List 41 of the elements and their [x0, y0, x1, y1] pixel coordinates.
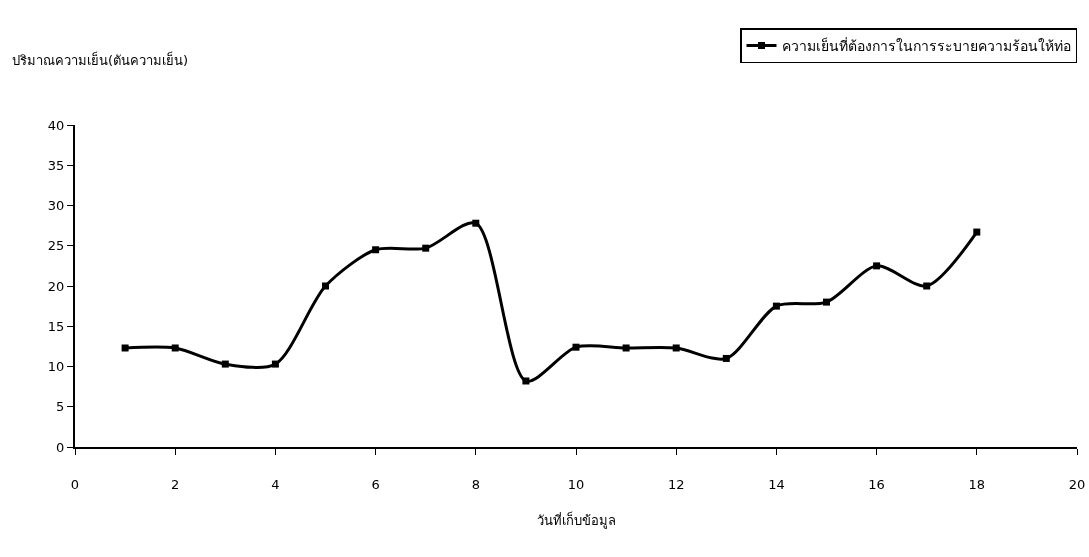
x-tick-label: 10: [567, 476, 585, 492]
point: [372, 246, 380, 254]
point: [271, 360, 279, 368]
y-tick-label: 20: [47, 278, 65, 294]
point: [221, 360, 229, 368]
x-tick-label: 0: [70, 476, 80, 492]
y-tick-label: 0: [56, 439, 65, 455]
point: [772, 302, 780, 310]
y-tick-label: 40: [47, 117, 65, 133]
x-tick-label: 18: [968, 476, 986, 492]
legend-label: ความเย็นที่ต้องการในการระบายความร้อนให้ท่อ: [781, 36, 1071, 54]
y-tick-label: 15: [47, 318, 65, 334]
x-tick-label: 4: [271, 476, 280, 492]
point: [823, 298, 830, 306]
point: [622, 344, 630, 352]
x-tick-label: 8: [471, 476, 480, 492]
y-tick-label: 30: [47, 198, 65, 214]
x-tick-label: 2: [171, 476, 180, 492]
y-tick-label: 25: [47, 238, 65, 254]
point: [171, 344, 179, 352]
point: [121, 344, 129, 352]
x-tick-label: 14: [768, 476, 785, 492]
point: [572, 343, 580, 351]
x-tick-label: 6: [371, 476, 380, 492]
point: [973, 228, 981, 236]
x-tick-label: 20: [1068, 476, 1086, 492]
point: [522, 377, 530, 385]
point: [873, 262, 881, 270]
y-axis-title: ปริมาณความเย็น(ตันความเย็น): [12, 51, 189, 68]
point: [722, 354, 730, 362]
y-tick-label: 35: [47, 157, 65, 173]
x-axis-title: วันที่เก็บข้อมูล: [536, 510, 616, 529]
x-tick-label: 16: [868, 476, 885, 492]
point: [923, 282, 931, 290]
point: [322, 282, 329, 290]
x-tick-label: 12: [667, 476, 685, 492]
y-tick-label: 10: [47, 359, 65, 375]
point: [472, 219, 480, 227]
point: [672, 344, 680, 352]
y-tick-label: 5: [56, 399, 65, 415]
point: [422, 244, 430, 252]
